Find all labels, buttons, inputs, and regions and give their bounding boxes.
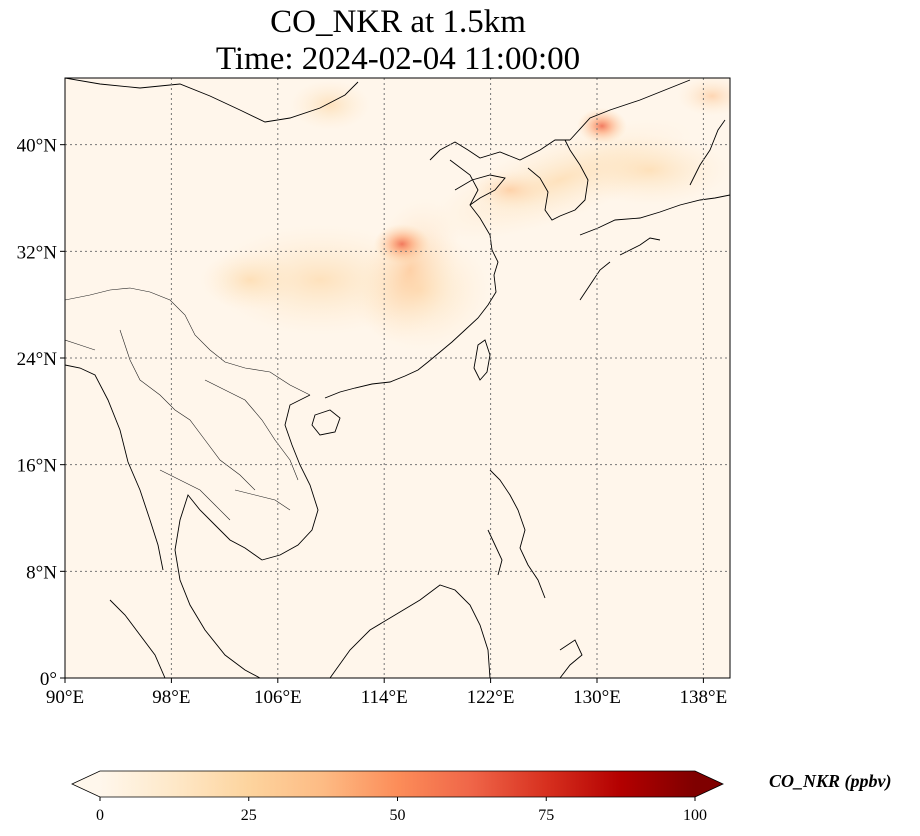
y-tick-label: 8°N [26,562,57,583]
colorbar: 0 25 50 75 100 CO_NKR (ppbv) [71,770,892,824]
y-tick-labels: 0° 8°N 16°N 24°N 32°N 40°N [17,136,65,690]
colorbar-tick-label: 25 [241,807,257,824]
hotspot-central-china [374,224,430,264]
gridlines [65,78,730,678]
colorbar-extend-high [695,771,723,797]
y-tick-label: 32°N [17,242,58,263]
colorbar-tick-label: 75 [538,807,554,824]
y-tick-label: 24°N [17,349,58,370]
colorbar-label: CO_NKR (ppbv) [769,771,892,792]
chart-title-line2: Time: 2024-02-04 11:00:00 [215,41,581,77]
x-tick-labels: 90°E 98°E 106°E 114°E 122°E 130°E 138°E [46,678,727,708]
colorbar-extend-low [72,771,100,797]
y-tick-label: 40°N [17,136,58,157]
coastlines [65,78,730,678]
hotspot-japan-north [677,78,730,116]
x-tick-label: 138°E [680,687,728,708]
x-tick-label: 130°E [573,687,621,708]
x-tick-label: 122°E [467,687,515,708]
colorbar-tick-label: 100 [683,807,707,824]
x-tick-label: 98°E [152,687,190,708]
colorbar-ticks: 0 25 50 75 100 [96,797,707,824]
y-tick-label: 0° [40,669,57,690]
x-tick-label: 106°E [254,687,302,708]
hotspot-northeast [577,108,627,144]
colorbar-tick-label: 0 [96,807,104,824]
colorbar-tick-label: 50 [390,807,406,824]
map-frame [64,77,731,679]
x-tick-label: 114°E [361,687,408,708]
colorbar-body [100,771,695,797]
x-tick-label: 90°E [46,687,84,708]
chart-title-line1: CO_NKR at 1.5km [270,4,526,40]
country-borders [65,287,311,521]
concentration-field [200,78,730,350]
y-tick-label: 16°N [17,456,58,477]
